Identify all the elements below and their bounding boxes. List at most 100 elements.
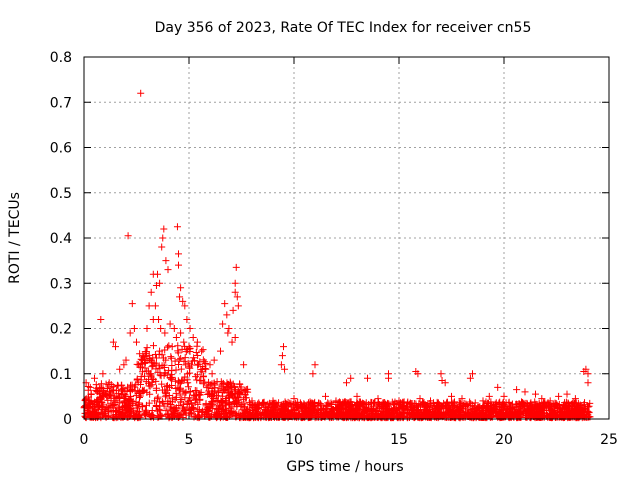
data-point-noise (161, 388, 169, 396)
data-point-noise (97, 380, 105, 388)
data-point-noise (386, 408, 394, 416)
data-point (177, 329, 185, 337)
data-point (217, 347, 224, 355)
data-point-noise (572, 399, 580, 407)
data-point (385, 374, 392, 382)
data-point-noise (194, 361, 202, 369)
data-point-noise (390, 400, 398, 408)
data-point-noise (160, 354, 168, 362)
data-point (494, 383, 502, 391)
data-point (441, 379, 449, 387)
data-point-noise (232, 409, 240, 417)
data-point (206, 361, 214, 369)
data-point-noise (306, 404, 314, 412)
data-point-noise (199, 346, 207, 354)
data-point-noise (516, 400, 524, 408)
data-point-noise (565, 404, 573, 412)
data-point (147, 288, 155, 296)
data-point-noise (152, 384, 160, 392)
data-point-noise (586, 399, 594, 407)
data-point-noise (219, 410, 227, 418)
data-point-noise (493, 412, 501, 420)
data-point (183, 315, 191, 323)
data-point-noise (139, 402, 147, 410)
data-point-noise (568, 400, 576, 408)
data-point-noise (444, 407, 452, 415)
data-point (109, 338, 117, 346)
data-point-noise (431, 405, 439, 413)
data-point (353, 392, 361, 400)
data-point (232, 263, 240, 271)
data-point-noise (164, 411, 172, 419)
data-point-noise (361, 409, 369, 417)
data-point-noise (228, 384, 236, 392)
data-point-noise (471, 407, 479, 415)
data-point-noise (120, 398, 128, 406)
data-point-noise (427, 414, 435, 422)
data-point-noise (135, 393, 143, 401)
data-point (248, 397, 256, 405)
data-point-noise (172, 393, 180, 401)
data-point-noise (122, 392, 130, 400)
data-point-noise (260, 408, 268, 416)
data-point-noise (210, 395, 218, 403)
data-point-noise (165, 366, 173, 374)
data-point-noise (170, 408, 178, 416)
data-point-noise (290, 407, 298, 415)
data-point-noise (484, 399, 492, 407)
data-point-noise (125, 396, 133, 404)
data-point-noise (146, 382, 154, 390)
data-point-noise (389, 410, 397, 418)
data-point (177, 284, 185, 292)
data-point-noise (142, 378, 150, 386)
data-point-noise (203, 384, 211, 392)
data-point-noise (172, 366, 180, 374)
data-point (186, 325, 194, 332)
data-point-noise (236, 380, 244, 388)
y-tick-label: 0.8 (50, 50, 72, 66)
data-point-noise (309, 400, 317, 408)
data-point-noise (206, 403, 214, 411)
data-point-noise (210, 379, 218, 387)
data-point-noise (174, 347, 182, 355)
data-point-noise (202, 400, 210, 408)
data-point-noise (324, 399, 332, 407)
data-point-noise (554, 404, 562, 412)
data-point-noise (242, 388, 250, 396)
data-point (139, 352, 147, 360)
data-point (181, 302, 189, 310)
data-point-noise (238, 401, 246, 409)
data-point (469, 370, 476, 378)
data-point-noise (241, 386, 249, 394)
data-point-noise (205, 389, 213, 397)
data-point-noise (503, 406, 511, 414)
data-point-noise (143, 388, 151, 396)
data-point-noise (455, 399, 463, 407)
data-point-noise (89, 413, 97, 421)
data-point-noise (336, 398, 344, 406)
data-point-noise (369, 407, 377, 415)
data-point-noise (213, 378, 221, 386)
data-point-noise (363, 413, 371, 421)
data-point-noise (469, 402, 477, 410)
data-point (170, 325, 178, 332)
data-point (185, 343, 193, 351)
data-point (309, 370, 317, 378)
data-point-noise (239, 395, 247, 403)
data-point-noise (109, 406, 117, 414)
data-point (281, 365, 289, 373)
data-point-noise (92, 381, 100, 389)
data-point-noise (183, 376, 191, 384)
data-point-noise (341, 405, 349, 413)
data-point-noise (515, 413, 523, 421)
data-point-noise (214, 396, 222, 404)
data-point-noise (177, 365, 185, 373)
data-point-noise (165, 392, 173, 400)
data-point-noise (196, 395, 204, 403)
data-point-noise (182, 361, 190, 369)
data-point-noise (118, 405, 126, 413)
data-point-noise (185, 363, 193, 371)
data-point-noise (384, 405, 392, 413)
data-point-noise (480, 407, 488, 415)
y-tick-label: 0.4 (50, 231, 72, 247)
